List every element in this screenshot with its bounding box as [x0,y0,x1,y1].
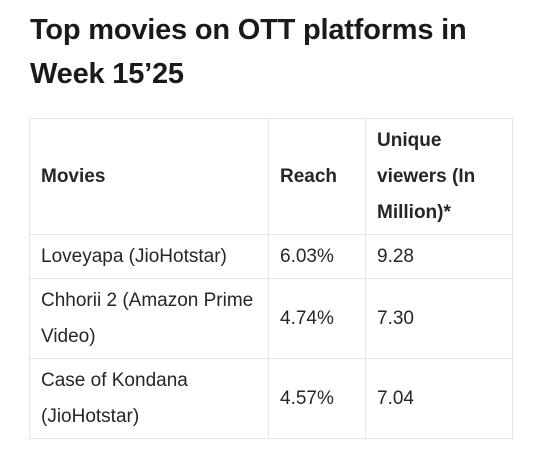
ott-movies-table: Movies Reach Unique viewers (In Million)… [29,118,513,439]
table-row: Loveyapa (JioHotstar) 6.03% 9.28 [29,234,513,279]
column-header-movies: Movies [29,118,269,235]
movie-name-cell: Loveyapa (JioHotstar) [29,234,269,279]
page-title: Top movies on OTT platforms in Week 15’2… [30,14,467,90]
reach-cell: 4.74% [268,278,366,359]
movie-name-cell: Case of Kondana (JioHotstar) [29,358,269,439]
table-row: Chhorii 2 (Amazon Prime Video) 4.74% 7.3… [29,278,513,359]
movie-name-cell: Chhorii 2 (Amazon Prime Video) [29,278,269,359]
table-header-row: Movies Reach Unique viewers (In Million)… [29,118,513,235]
reach-cell: 6.03% [268,234,366,279]
table-row: Case of Kondana (JioHotstar) 4.57% 7.04 [29,358,513,439]
viewers-cell: 7.04 [365,358,513,439]
viewers-cell: 7.30 [365,278,513,359]
column-header-reach: Reach [268,118,366,235]
reach-cell: 4.57% [268,358,366,439]
column-header-unique-viewers: Unique viewers (In Million)* [365,118,513,235]
viewers-cell: 9.28 [365,234,513,279]
